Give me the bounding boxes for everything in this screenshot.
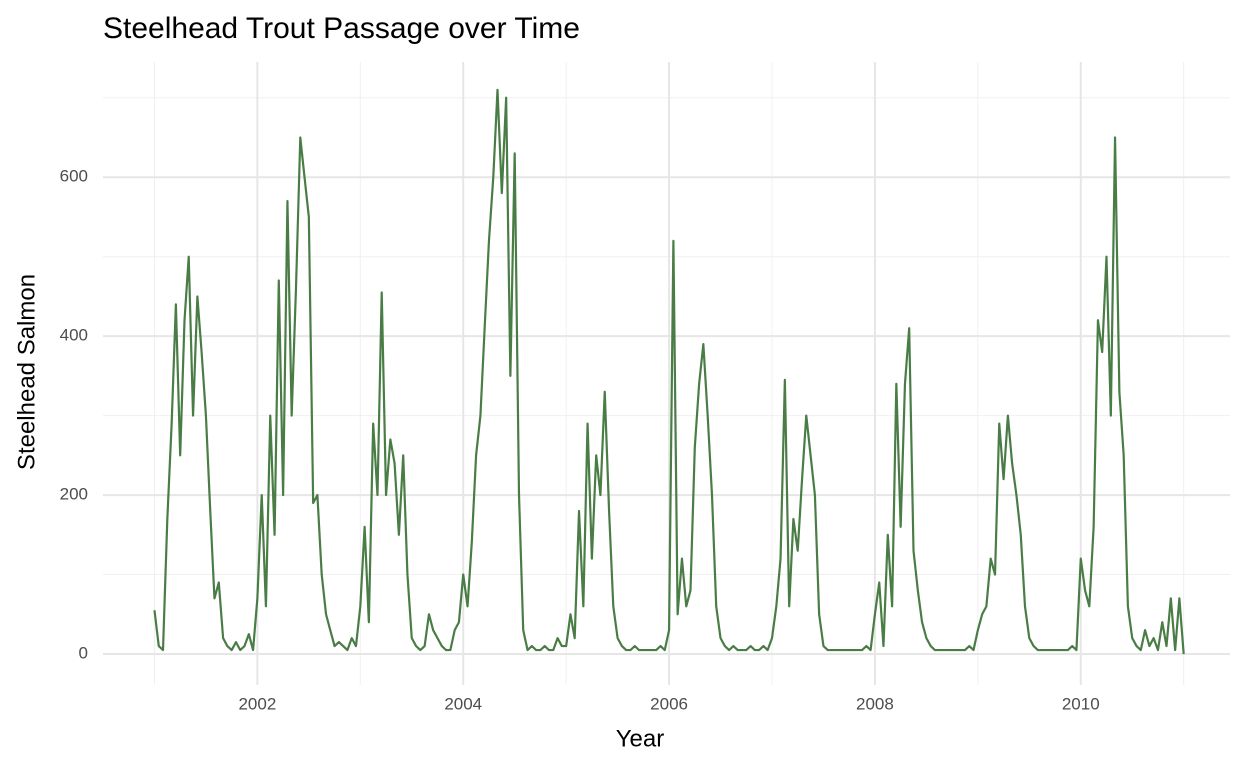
x-tick-label: 2002	[238, 694, 276, 713]
y-tick-label: 0	[79, 643, 88, 662]
y-axis-label: Steelhead Salmon	[13, 274, 40, 470]
y-tick-label: 600	[60, 167, 88, 186]
data-line	[153, 88, 1185, 655]
x-tick-label: 2006	[650, 694, 688, 713]
x-tick-label: 2004	[444, 694, 482, 713]
y-tick-label: 400	[60, 326, 88, 345]
x-tick-label: 2010	[1062, 694, 1100, 713]
x-axis-label: Year	[616, 725, 665, 752]
chart-title: Steelhead Trout Passage over Time	[103, 12, 580, 45]
x-tick-label: 2008	[856, 694, 894, 713]
y-tick-label: 200	[60, 485, 88, 504]
